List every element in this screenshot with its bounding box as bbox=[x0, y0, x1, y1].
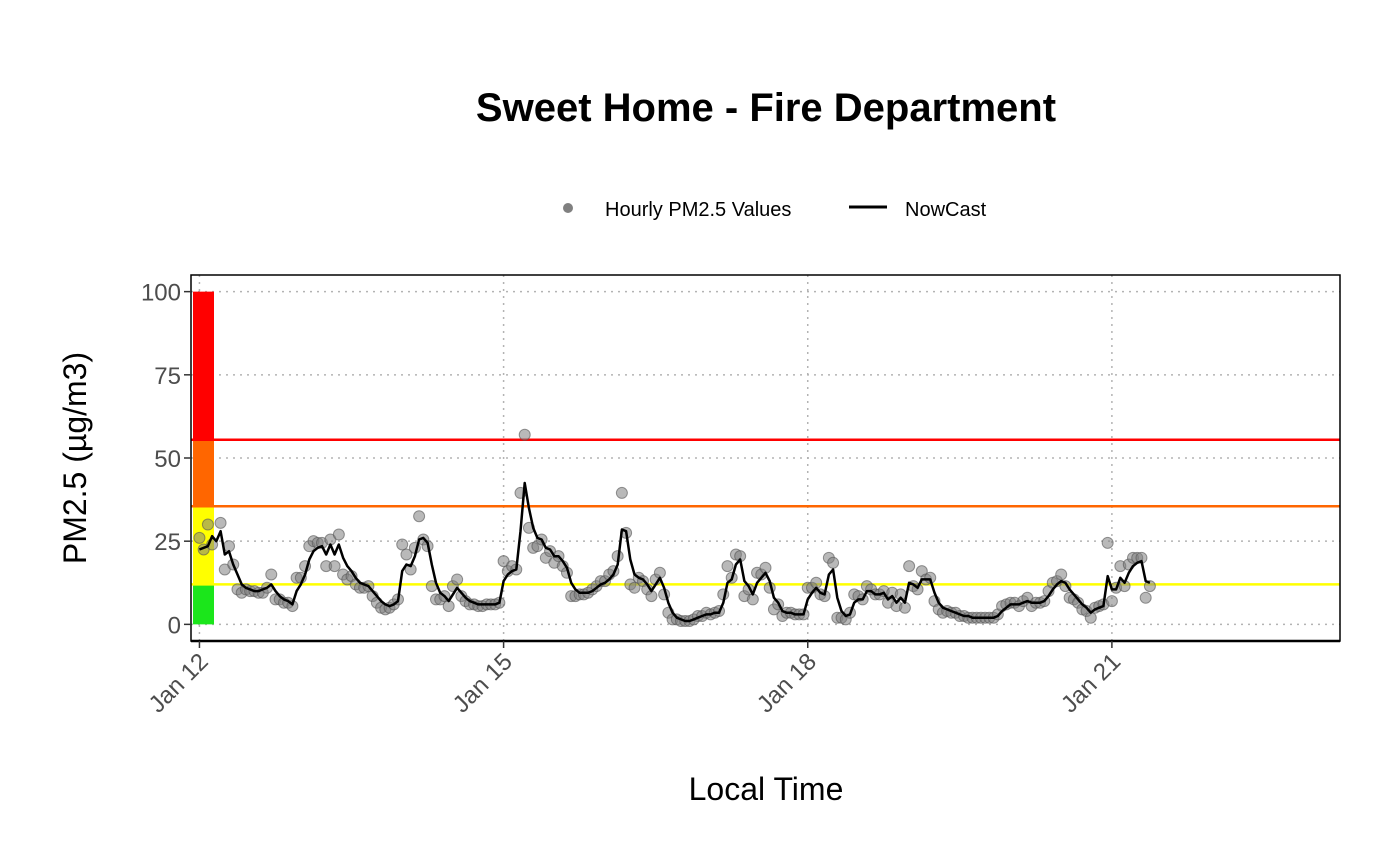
y-tick-label: 100 bbox=[141, 280, 181, 307]
data-point bbox=[827, 556, 840, 569]
data-point bbox=[615, 486, 628, 499]
data-point bbox=[451, 573, 464, 586]
y-tick-label: 25 bbox=[154, 529, 181, 556]
x-tick-label: Jan 21 bbox=[1056, 648, 1126, 718]
x-tick-label: Jan 12 bbox=[144, 648, 214, 718]
data-point bbox=[214, 516, 227, 529]
chart-title: Sweet Home - Fire Department bbox=[476, 86, 1056, 130]
legend: Hourly PM2.5 Values NowCast bbox=[563, 199, 987, 221]
y-tick-label: 0 bbox=[168, 612, 181, 639]
data-point bbox=[628, 581, 641, 594]
data-point bbox=[265, 568, 278, 581]
aqi-band bbox=[193, 291, 214, 440]
x-tick-label: Jan 18 bbox=[752, 648, 822, 718]
data-point bbox=[193, 531, 206, 544]
aqi-band bbox=[193, 584, 214, 625]
data-point bbox=[721, 560, 734, 573]
data-point bbox=[413, 510, 426, 523]
legend-point-symbol bbox=[563, 203, 573, 213]
plot-area: 0 25 50 75 100 Jan 12 Jan 15 Jan 18 Jan 21 bbox=[141, 274, 1341, 718]
data-point bbox=[332, 528, 345, 541]
data-point bbox=[1105, 595, 1118, 608]
data-point bbox=[1143, 580, 1156, 593]
data-point bbox=[400, 548, 413, 561]
data-point bbox=[328, 560, 341, 573]
legend-label-nowcast: NowCast bbox=[905, 199, 987, 221]
data-point bbox=[903, 560, 916, 573]
y-tick-label: 75 bbox=[154, 363, 181, 390]
y-tick-label: 50 bbox=[154, 446, 181, 473]
data-point bbox=[518, 428, 531, 441]
x-axis-title: Local Time bbox=[689, 771, 844, 807]
data-point bbox=[396, 538, 409, 551]
data-point bbox=[1055, 568, 1068, 581]
aqi-band bbox=[193, 439, 214, 507]
x-tick-label: Jan 15 bbox=[448, 648, 518, 718]
data-point bbox=[1101, 536, 1114, 549]
data-point bbox=[1139, 591, 1152, 604]
nowcast-line bbox=[198, 481, 1151, 623]
data-point bbox=[201, 518, 214, 531]
legend-label-hourly: Hourly PM2.5 Values bbox=[605, 199, 791, 221]
y-axis-title: PM2.5 (µg/m3) bbox=[57, 352, 93, 564]
